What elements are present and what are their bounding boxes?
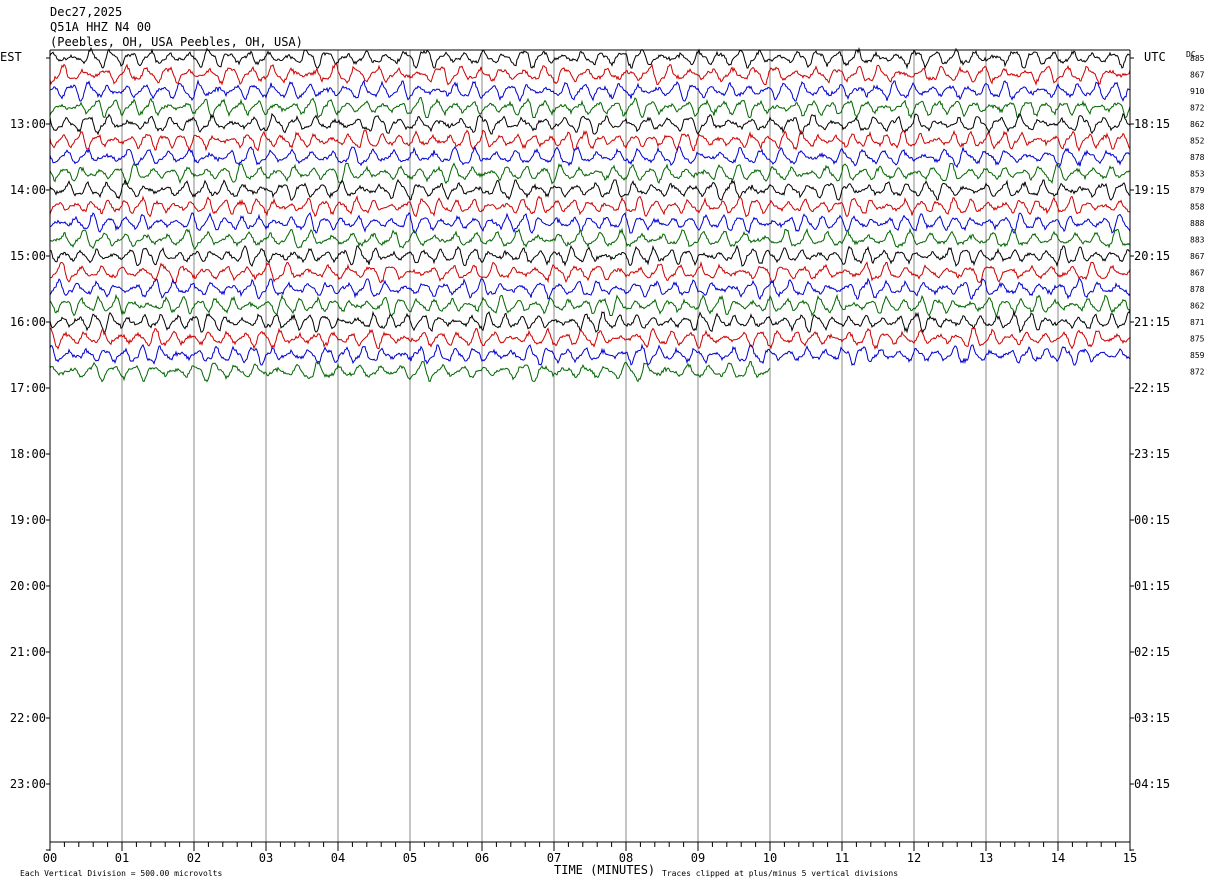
left-hour-label: 23:00 — [10, 777, 46, 791]
seismic-trace — [49, 293, 1131, 317]
right-hour-label: 20:15 — [1134, 249, 1170, 263]
left-hour-label: 21:00 — [10, 645, 46, 659]
x-axis-title: TIME (MINUTES) — [554, 863, 655, 877]
left-hour-label: 17:00 — [10, 381, 46, 395]
left-hour-label: 14:00 — [10, 183, 46, 197]
left-hour-label: 15:00 — [10, 249, 46, 263]
dc-offset-label: 879 — [1190, 186, 1205, 195]
x-tick-label: 10 — [763, 851, 777, 865]
trace-group — [49, 46, 1131, 383]
header-location: (Peebles, OH, USA Peebles, OH, USA) — [50, 35, 303, 49]
grid-lines — [121, 50, 1059, 842]
right-hour-label: 01:15 — [1134, 579, 1170, 593]
dc-offset-label: 853 — [1190, 170, 1205, 179]
right-hour-label: 00:15 — [1134, 513, 1170, 527]
x-tick-label: 04 — [331, 851, 345, 865]
x-tick-label: 08 — [619, 851, 633, 865]
right-hour-label: 23:15 — [1134, 447, 1170, 461]
seismic-trace — [49, 244, 1130, 268]
right-timezone-label: UTC — [1144, 50, 1166, 64]
dc-offset-label: 878 — [1190, 285, 1205, 294]
x-tick-label: 07 — [547, 851, 561, 865]
axes — [46, 49, 1134, 851]
seismic-trace — [49, 360, 771, 383]
x-tick-label: 13 — [979, 851, 993, 865]
seismic-trace — [49, 195, 1131, 218]
x-tick-label: 11 — [835, 851, 849, 865]
dc-offset-label: 862 — [1190, 302, 1205, 311]
scale-note: Each Vertical Division = 500.00 microvol… — [20, 869, 222, 878]
seismic-trace — [49, 112, 1131, 136]
left-hour-label: 22:00 — [10, 711, 46, 725]
x-tick-label: 12 — [907, 851, 921, 865]
right-hour-label: 21:15 — [1134, 315, 1170, 329]
header-date: Dec27,2025 — [50, 5, 122, 19]
dc-offset-label: 858 — [1190, 203, 1205, 212]
seismic-trace — [49, 162, 1131, 185]
dc-offset-label: 872 — [1190, 104, 1205, 113]
seismic-trace — [49, 260, 1131, 284]
seismic-trace — [49, 227, 1131, 250]
dc-header: DC — [1186, 50, 1196, 59]
x-tick-label: 02 — [187, 851, 201, 865]
left-hour-label: 18:00 — [10, 447, 46, 461]
x-tick-label: 03 — [259, 851, 273, 865]
left-hour-label: 13:00 — [10, 117, 46, 131]
seismic-trace — [49, 79, 1131, 103]
right-hour-label: 19:15 — [1134, 183, 1170, 197]
dc-offset-label: 888 — [1190, 219, 1205, 228]
dc-offset-label: 862 — [1190, 120, 1205, 129]
right-hour-label: 03:15 — [1134, 711, 1170, 725]
x-tick-label: 05 — [403, 851, 417, 865]
left-timezone-label: EST — [0, 50, 22, 64]
dc-offset-label: 867 — [1190, 269, 1205, 278]
dc-offset-label: 885 — [1190, 54, 1205, 63]
header-station: Q51A HHZ N4 00 — [50, 20, 151, 34]
seismic-trace — [49, 96, 1131, 120]
dc-offset-label: 871 — [1190, 318, 1205, 327]
clip-note: Traces clipped at plus/minus 5 vertical … — [662, 869, 898, 878]
left-hour-label: 20:00 — [10, 579, 46, 593]
axis-labels: 00 01 02 03 04 05 06 07 08 09 10 11 12 13 14 15 13:00 14:… — [10, 117, 1170, 865]
right-hour-label: 22:15 — [1134, 381, 1170, 395]
seismic-trace — [49, 129, 1131, 153]
x-tick-label: 00 — [43, 851, 57, 865]
dc-offset-label: 910 — [1190, 87, 1205, 96]
x-tick-label: 01 — [115, 851, 129, 865]
x-tick-label: 06 — [475, 851, 489, 865]
seismic-trace — [49, 178, 1131, 201]
seismic-trace — [49, 145, 1131, 169]
left-hour-label: 16:00 — [10, 315, 46, 329]
x-tick-label: 09 — [691, 851, 705, 865]
right-hour-label: 04:15 — [1134, 777, 1170, 791]
dc-offset-label: 872 — [1190, 368, 1205, 377]
left-hour-label: 19:00 — [10, 513, 46, 527]
seismic-trace — [49, 310, 1131, 334]
seismic-trace — [49, 63, 1131, 86]
seismic-trace — [49, 277, 1131, 301]
dc-offset-label: 875 — [1190, 335, 1205, 344]
dc-offset-label: 859 — [1190, 351, 1205, 360]
dc-offset-label: 867 — [1190, 252, 1205, 261]
seismic-trace — [49, 211, 1131, 235]
dc-offset-label: 852 — [1190, 137, 1205, 146]
dc-offset-label: 867 — [1190, 71, 1205, 80]
right-hour-label: 18:15 — [1134, 117, 1170, 131]
seismic-trace — [49, 46, 1130, 70]
seismic-trace — [49, 343, 1131, 367]
x-tick-label: 14 — [1051, 851, 1065, 865]
dc-offset-labels: 885 867 910 872 862 852 878 853 879 858 888 883 867 8… — [1190, 54, 1205, 377]
dc-offset-label: 878 — [1190, 153, 1205, 162]
x-tick-label: 15 — [1123, 851, 1137, 865]
seismic-trace — [50, 327, 1131, 350]
right-hour-label: 02:15 — [1134, 645, 1170, 659]
dc-offset-label: 883 — [1190, 236, 1205, 245]
